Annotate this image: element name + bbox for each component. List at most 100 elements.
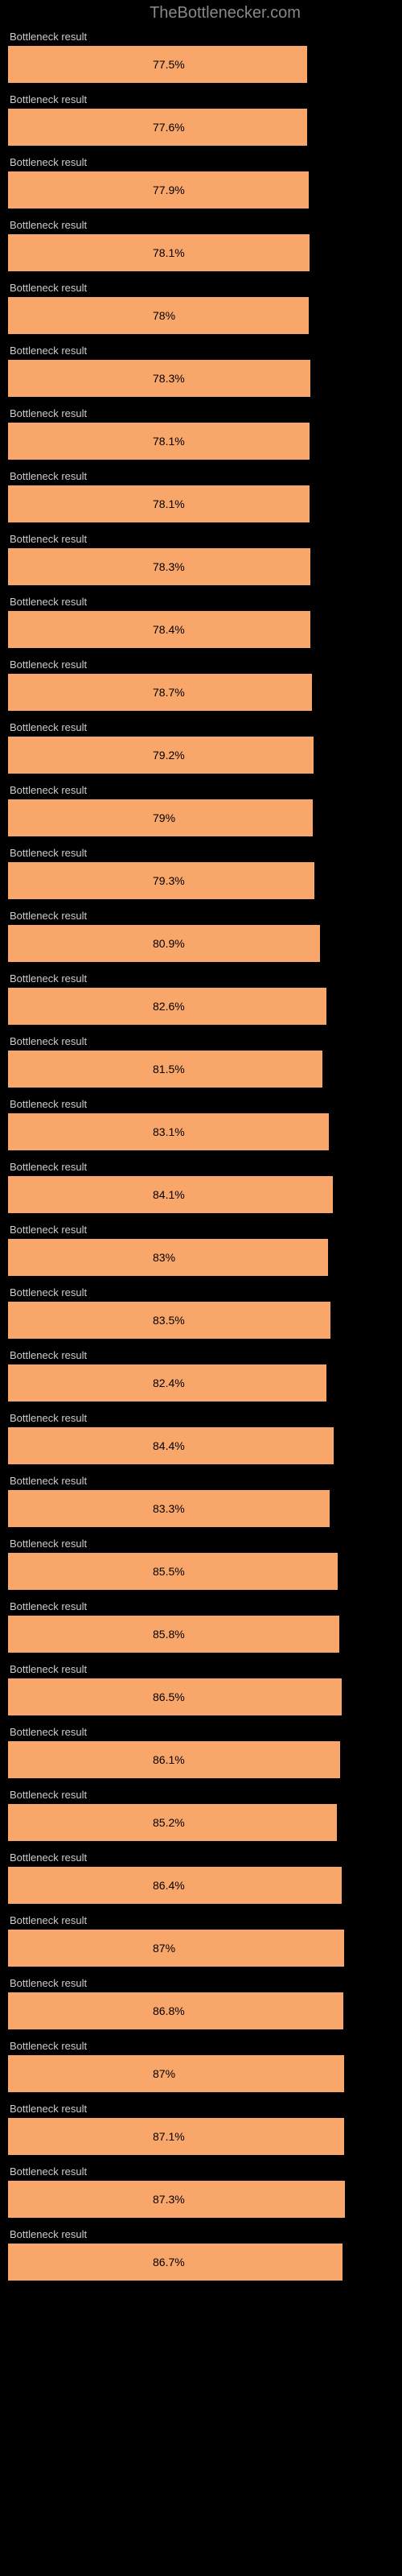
bar-label: Bottleneck result xyxy=(8,1349,394,1361)
bar-row: Bottleneck result78.1% xyxy=(8,219,394,271)
bar-value: 78.1% xyxy=(153,435,185,448)
bar-label: Bottleneck result xyxy=(8,2040,394,2052)
bar-wrapper: 78.3% xyxy=(8,548,394,585)
bar-wrapper: 86.1% xyxy=(8,1741,394,1778)
bar-value: 78.1% xyxy=(153,246,185,259)
bar-row: Bottleneck result87.3% xyxy=(8,2165,394,2218)
bar-wrapper: 78.1% xyxy=(8,423,394,460)
bar-value: 85.2% xyxy=(153,1816,185,1829)
bar-wrapper: 86.7% xyxy=(8,2244,394,2281)
bar-label: Bottleneck result xyxy=(8,533,394,545)
bar-row: Bottleneck result 84.1% xyxy=(8,1161,394,1213)
bar-value: 84.4% xyxy=(153,1439,185,1452)
bar-wrapper: 80.9% xyxy=(8,925,394,962)
bar-label: Bottleneck result xyxy=(8,1035,394,1047)
bar-wrapper: 78.7% xyxy=(8,674,394,711)
bar-row: Bottleneck result 83.3% xyxy=(8,1475,394,1527)
bar-value: 83.5% xyxy=(153,1314,185,1327)
bar-label: Bottleneck result xyxy=(8,31,394,43)
bar-label: Bottleneck result xyxy=(8,1977,394,1989)
bar-value: 82.4% xyxy=(153,1377,185,1389)
bar-wrapper: 83.3% xyxy=(8,1490,394,1527)
bar-wrapper: 83.5% xyxy=(8,1302,394,1339)
bar-wrapper: 85.5% xyxy=(8,1553,394,1590)
bar-wrapper: 79% xyxy=(8,799,394,836)
bar-label: Bottleneck result xyxy=(8,1475,394,1487)
bar-wrapper: 86.5% xyxy=(8,1678,394,1715)
bar-row: Bottleneck result78% xyxy=(8,282,394,334)
bar-label: Bottleneck result xyxy=(8,2103,394,2115)
bar-row: Bottleneck result77.6% xyxy=(8,93,394,146)
bar-row: Bottleneck result 78.1% xyxy=(8,470,394,522)
bar-row: Bottleneck result 82.6% xyxy=(8,972,394,1025)
bar-row: Bottleneck result 81.5% xyxy=(8,1035,394,1088)
bar-value: 77.5% xyxy=(153,58,185,71)
bar-row: Bottleneck result86.7% xyxy=(8,2228,394,2281)
bar-value: 86.5% xyxy=(153,1690,185,1703)
bar-wrapper: 78.1% xyxy=(8,234,394,271)
bar-value: 81.5% xyxy=(153,1063,185,1075)
bar-label: Bottleneck result xyxy=(8,1914,394,1926)
bar-wrapper: 86.4% xyxy=(8,1867,394,1904)
bar-label: Bottleneck result xyxy=(8,1098,394,1110)
bar-wrapper: 77.9% xyxy=(8,171,394,208)
bar-row: Bottleneck result 83.5% xyxy=(8,1286,394,1339)
bar-wrapper: 87% xyxy=(8,2055,394,2092)
bar-value: 83.1% xyxy=(153,1125,185,1138)
bar-value: 86.8% xyxy=(153,2004,185,2017)
bar-value: 78.4% xyxy=(153,623,185,636)
bar-wrapper: 82.4% xyxy=(8,1364,394,1402)
bar-wrapper: 78.1% xyxy=(8,485,394,522)
bar-wrapper: 83.1% xyxy=(8,1113,394,1150)
bar-label: Bottleneck result xyxy=(8,1412,394,1424)
bar-value: 79.3% xyxy=(153,874,185,887)
bar-row: Bottleneck result 78.3% xyxy=(8,345,394,397)
bar-wrapper: 83% xyxy=(8,1239,394,1276)
bar-wrapper: 78.3% xyxy=(8,360,394,397)
bar-label: Bottleneck result xyxy=(8,596,394,608)
bar-label: Bottleneck result xyxy=(8,784,394,796)
bar-label: Bottleneck result xyxy=(8,156,394,168)
bar-value: 85.8% xyxy=(153,1628,185,1641)
bar-row: Bottleneck result86.5% xyxy=(8,1663,394,1715)
bar-row: Bottleneck result 79% xyxy=(8,784,394,836)
bar-row: Bottleneck result85.2% xyxy=(8,1789,394,1841)
bar-row: Bottleneck result 78.4% xyxy=(8,596,394,648)
bar-label: Bottleneck result xyxy=(8,1286,394,1298)
bar-label: Bottleneck result xyxy=(8,345,394,357)
bar-value: 86.4% xyxy=(153,1879,185,1892)
bar-label: Bottleneck result xyxy=(8,910,394,922)
bar-row: Bottleneck result 87% xyxy=(8,1914,394,1967)
bar-value: 77.9% xyxy=(153,184,185,196)
bar-wrapper: 85.8% xyxy=(8,1616,394,1653)
bar-label: Bottleneck result xyxy=(8,1600,394,1612)
bar-wrapper: 77.6% xyxy=(8,109,394,146)
bar-value: 77.6% xyxy=(153,121,185,134)
bar-wrapper: 85.2% xyxy=(8,1804,394,1841)
bar-value: 84.1% xyxy=(153,1188,185,1201)
bar-row: Bottleneck result 85.5% xyxy=(8,1538,394,1590)
bar-row: Bottleneck result 83.1% xyxy=(8,1098,394,1150)
bar-fill xyxy=(8,1930,344,1967)
bar-label: Bottleneck result xyxy=(8,1161,394,1173)
bar-value: 86.7% xyxy=(153,2256,185,2268)
bar-value: 87% xyxy=(153,1942,175,1955)
bar-row: Bottleneck result 84.4% xyxy=(8,1412,394,1464)
bar-value: 87% xyxy=(153,2067,175,2080)
bar-label: Bottleneck result xyxy=(8,1726,394,1738)
bar-wrapper: 82.6% xyxy=(8,988,394,1025)
bar-label: Bottleneck result xyxy=(8,1538,394,1550)
bar-row: Bottleneck result 80.9% xyxy=(8,910,394,962)
bar-label: Bottleneck result xyxy=(8,721,394,733)
bar-label: Bottleneck result xyxy=(8,470,394,482)
bar-wrapper: 87.1% xyxy=(8,2118,394,2155)
bar-wrapper: 87% xyxy=(8,1930,394,1967)
bar-label: Bottleneck result xyxy=(8,1852,394,1864)
bar-row: Bottleneck result78.1% xyxy=(8,407,394,460)
bar-value: 78.3% xyxy=(153,560,185,573)
bar-label: Bottleneck result xyxy=(8,972,394,985)
bar-label: Bottleneck result xyxy=(8,847,394,859)
bar-wrapper: 79.2% xyxy=(8,737,394,774)
bar-value: 79% xyxy=(153,811,175,824)
bar-wrapper: 86.8% xyxy=(8,1992,394,2029)
